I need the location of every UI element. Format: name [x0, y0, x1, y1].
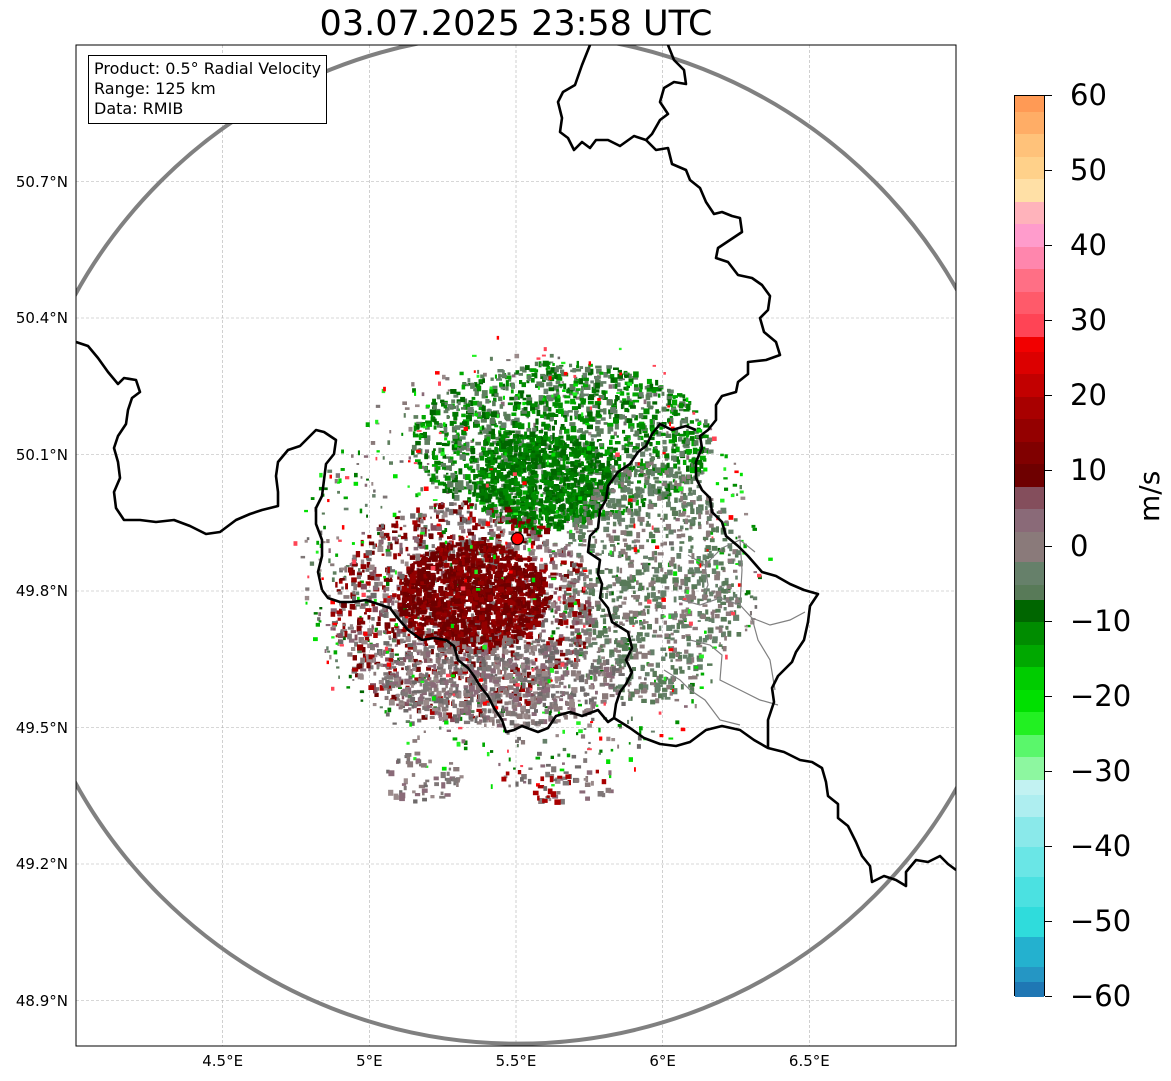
lat-tick-label: 49.8°N — [15, 582, 68, 600]
colorbar-band — [1015, 201, 1044, 225]
colorbar-band — [1015, 779, 1044, 795]
colorbar-band — [1015, 936, 1044, 968]
colorbar-band — [1015, 689, 1044, 713]
lat-tick-label: 50.7°N — [15, 172, 68, 191]
colorbar-tick-mark — [1045, 620, 1052, 622]
lon-tick-label: 5.5°E — [495, 1052, 537, 1070]
colorbar-tick-label: 50 — [1070, 153, 1107, 188]
map-title: 03.07.2025 23:58 UTC — [319, 4, 713, 44]
colorbar-band — [1015, 981, 1044, 998]
lon-tick-label: 6.5°E — [788, 1052, 830, 1070]
lon-tick-label: 6°E — [649, 1052, 676, 1070]
colorbar-band — [1015, 876, 1044, 908]
colorbar-band — [1015, 711, 1044, 735]
colorbar-tick-mark — [1045, 245, 1052, 247]
colorbar-tick-label: 60 — [1070, 78, 1107, 112]
colorbar-tick-mark — [1045, 996, 1052, 997]
colorbar-tick-mark — [1045, 320, 1052, 322]
colorbar-band — [1015, 223, 1044, 247]
colorbar-band — [1015, 313, 1044, 337]
colorbar-tick-mark — [1045, 845, 1052, 847]
colorbar-band — [1015, 373, 1044, 397]
range-ring — [76, 45, 956, 1046]
colorbar-band — [1015, 734, 1044, 758]
colorbar-band — [1015, 111, 1044, 135]
colorbar-tick-label: 0 — [1070, 528, 1089, 563]
colorbar-band — [1015, 463, 1044, 487]
colorbar-band — [1015, 666, 1044, 690]
lon-tick-label: 4.5°E — [202, 1052, 244, 1070]
colorbar-band — [1015, 816, 1044, 848]
colorbar-band — [1015, 644, 1044, 668]
colorbar-tick-label: −50 — [1070, 903, 1132, 938]
colorbar-tick-mark — [1045, 920, 1052, 922]
colorbar-unit-label: m/s — [1133, 470, 1166, 522]
colorbar-band — [1015, 156, 1044, 180]
colorbar-band — [1015, 508, 1044, 532]
colorbar-tick-label: 20 — [1070, 378, 1107, 413]
colorbar-tick-label: −30 — [1070, 753, 1132, 788]
colorbar-tick-mark — [1045, 170, 1052, 172]
colorbar-band — [1015, 531, 1044, 562]
info-product: Product: 0.5° Radial Velocity — [94, 59, 322, 78]
radar-echoes — [293, 335, 773, 805]
colorbar-band — [1015, 756, 1044, 780]
lon-tick-label: 5°E — [356, 1052, 383, 1070]
colorbar-band — [1015, 441, 1044, 465]
lat-tick-label: 49.2°N — [15, 855, 68, 873]
colorbar-tick-label: −60 — [1070, 979, 1132, 1013]
colorbar-band — [1015, 584, 1044, 600]
colorbar-tick-label: −10 — [1070, 603, 1132, 638]
colorbar-band — [1015, 396, 1044, 420]
colorbar-band — [1015, 599, 1044, 623]
colorbar-tick-mark — [1045, 545, 1052, 547]
lat-tick-label: 50.4°N — [15, 309, 68, 327]
colorbar-band — [1015, 268, 1044, 292]
colorbar-tick-label: 10 — [1070, 453, 1107, 488]
colorbar-band — [1015, 246, 1044, 270]
colorbar-band — [1015, 351, 1044, 375]
colorbar-band — [1015, 966, 1044, 983]
lat-tick-label: 48.9°N — [15, 991, 68, 1010]
info-data-source: Data: RMIB — [94, 99, 184, 118]
colorbar-band — [1015, 133, 1044, 157]
colorbar-band — [1015, 291, 1044, 315]
radar-site-marker[interactable] — [510, 532, 525, 546]
colorbar-band — [1015, 336, 1044, 352]
colorbar-band — [1015, 561, 1044, 585]
colorbar-band — [1015, 96, 1044, 112]
colorbar-tick-mark — [1045, 470, 1052, 472]
lat-tick-label: 49.5°N — [15, 718, 68, 737]
colorbar-tick-label: 40 — [1070, 228, 1107, 263]
colorbar-tick-mark — [1045, 395, 1052, 397]
colorbar-band — [1015, 621, 1044, 645]
colorbar-tick-label: 30 — [1070, 303, 1107, 338]
colorbar-band — [1015, 846, 1044, 878]
colorbar-band — [1015, 906, 1044, 938]
colorbar-tick-mark — [1045, 95, 1052, 96]
colorbar-tick-mark — [1045, 695, 1052, 697]
country-borders — [76, 45, 956, 888]
info-box: Product: 0.5° Radial Velocity Range: 125… — [88, 55, 328, 124]
colorbar-band — [1015, 486, 1044, 510]
colorbar-band — [1015, 794, 1044, 818]
colorbar-band — [1015, 178, 1044, 202]
admin-borders — [663, 539, 806, 726]
info-range: Range: 125 km — [94, 79, 216, 98]
map-frame — [75, 44, 957, 1047]
colorbar-tick-mark — [1045, 770, 1052, 772]
lat-tick-label: 50.1°N — [15, 445, 68, 464]
colorbar-tick-label: −40 — [1070, 828, 1132, 863]
colorbar-tick-label: −20 — [1070, 678, 1132, 713]
colorbar — [1014, 95, 1045, 998]
colorbar-band — [1015, 418, 1044, 442]
